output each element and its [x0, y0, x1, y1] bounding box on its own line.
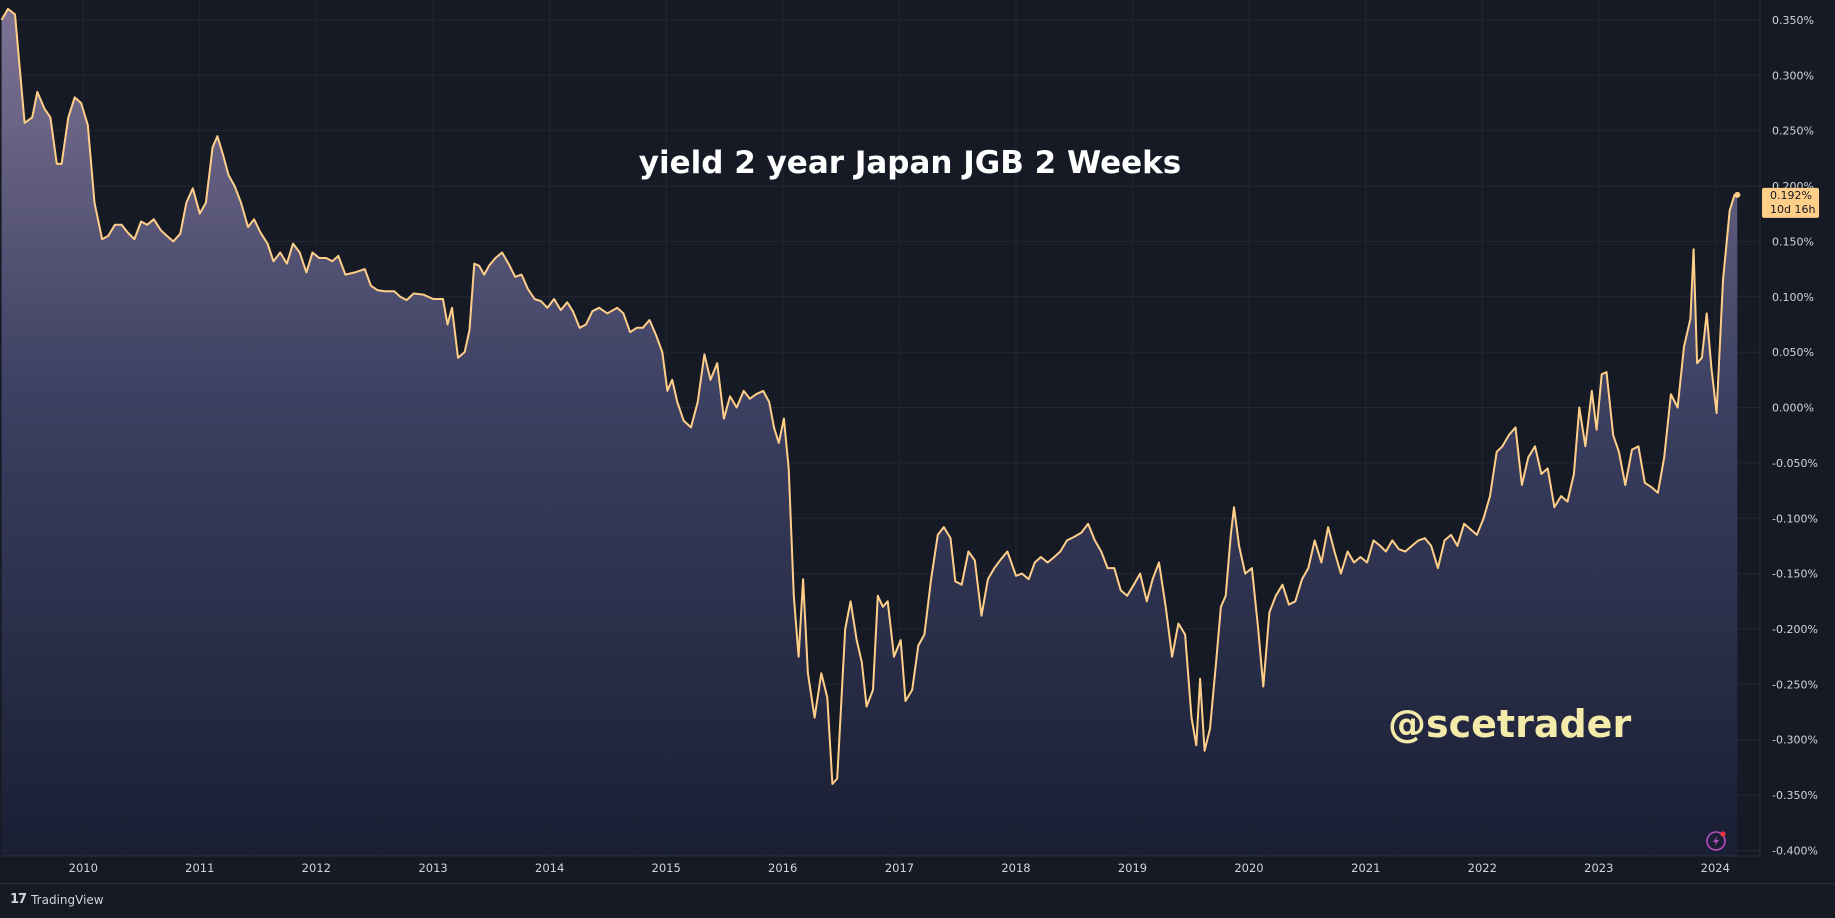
y-tick-label: -0.350% — [1772, 789, 1818, 802]
x-tick-label: 2019 — [1118, 861, 1147, 875]
y-tick-label: 0.350% — [1772, 14, 1814, 27]
tradingview-logo-icon: 17 — [10, 892, 27, 907]
y-tick-label: -0.050% — [1772, 457, 1818, 470]
series-area — [1, 8, 1738, 856]
x-tick-label: 2020 — [1234, 861, 1263, 875]
x-tick-label: 2011 — [185, 861, 214, 875]
y-tick-label: 0.150% — [1772, 235, 1814, 248]
tradingview-brand[interactable]: 17 TradingView — [10, 892, 104, 907]
y-tick-label: -0.300% — [1772, 734, 1818, 747]
x-tick-label: 2017 — [885, 861, 914, 875]
x-tick-label: 2022 — [1468, 861, 1497, 875]
last-price-label[interactable]: 0.192% 10d 16h — [1762, 187, 1819, 218]
x-tick-label: 2018 — [1001, 861, 1030, 875]
y-tick-label: 0.100% — [1772, 291, 1814, 304]
x-tick-label: 2021 — [1351, 861, 1380, 875]
x-tick-label: 2012 — [302, 861, 331, 875]
y-tick-label: -0.250% — [1772, 678, 1818, 691]
y-tick-label: 0.250% — [1772, 125, 1814, 138]
x-axis[interactable]: 2010 2011 2012 2013 2014 2015 2016 2017 2018 2019… — [69, 861, 1730, 875]
brand-name: TradingView — [31, 892, 104, 907]
x-tick-label: 2023 — [1584, 861, 1613, 875]
x-tick-label: 2015 — [652, 861, 681, 875]
y-tick-label: -0.100% — [1772, 512, 1818, 525]
x-tick-label: 2013 — [418, 861, 447, 875]
last-price-badge — [1762, 187, 1819, 218]
footer-bar: 17 TradingView — [0, 883, 1835, 918]
x-tick-label: 2024 — [1701, 861, 1730, 875]
last-point-marker[interactable] — [1734, 191, 1741, 198]
lightning-alert-icon[interactable] — [1706, 831, 1726, 851]
chart: yield 2 year Japan JGB 2 Weeks @scetrade… — [0, 0, 1819, 875]
chart-title: yield 2 year Japan JGB 2 Weeks — [639, 145, 1181, 181]
y-tick-label: -0.400% — [1772, 844, 1818, 857]
x-tick-label: 2014 — [535, 861, 564, 875]
last-price-countdown: 10d 16h — [1770, 203, 1815, 216]
y-tick-label: -0.150% — [1772, 568, 1818, 581]
watermark-text: @scetrader — [1388, 702, 1631, 746]
y-axis[interactable]: 0.350%0.300%0.250%0.200%0.150%0.100%0.05… — [1772, 14, 1818, 858]
x-tick-label: 2016 — [768, 861, 797, 875]
x-tick-label: 2010 — [69, 861, 98, 875]
y-tick-label: 0.050% — [1772, 346, 1814, 359]
y-tick-label: 0.000% — [1772, 402, 1814, 415]
y-tick-label: -0.200% — [1772, 623, 1818, 636]
last-price-value: 0.192% — [1770, 189, 1812, 202]
series-line[interactable] — [0, 7, 1738, 785]
y-tick-label: 0.300% — [1772, 69, 1814, 82]
